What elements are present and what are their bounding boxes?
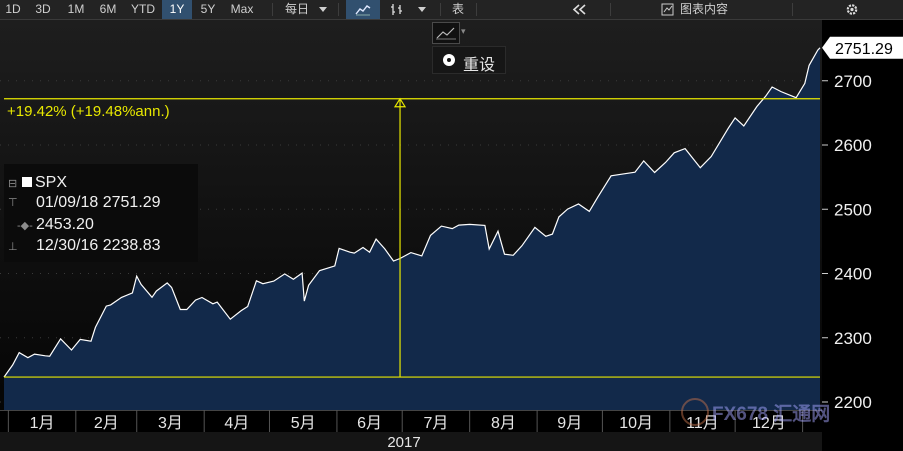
collapse-icon[interactable]: ⊟: [8, 178, 18, 190]
chart-type-caret-icon[interactable]: ▾: [461, 26, 466, 36]
frequency-select[interactable]: 每日: [284, 2, 309, 16]
gear-icon[interactable]: [842, 0, 862, 19]
x-tick-label: 6月: [357, 415, 382, 432]
chart-content-button[interactable]: 图表内容: [680, 2, 729, 16]
year-strip: [0, 432, 822, 451]
y-tick-label: 2500: [834, 200, 872, 219]
double-chevron-left-icon[interactable]: [556, 0, 602, 19]
price-area: [4, 47, 820, 411]
toolbar-divider: [792, 3, 793, 16]
table-button[interactable]: 表: [451, 2, 464, 16]
mid-marker-icon: -◆-: [17, 220, 33, 232]
toolbar-divider: [476, 3, 477, 16]
x-tick-label: 2月: [94, 415, 119, 432]
y-tick-label: 2300: [834, 329, 872, 348]
y-tick-label: 2400: [834, 265, 872, 284]
x-tick-label: 7月: [423, 415, 448, 432]
last-price-label: 2751.29: [835, 41, 893, 58]
range-button-5y[interactable]: 5Y: [200, 2, 216, 16]
legend[interactable]: ⊟ SPX ⊤ 01/09/18 2751.29 -◆- 2453.20 ⊥ 1…: [4, 164, 198, 262]
legend-high: 01/09/18 2751.29: [36, 194, 161, 211]
toolbar-divider: [610, 3, 611, 16]
x-tick-label: 12月: [752, 415, 786, 432]
toolbar-divider: [440, 3, 441, 16]
last-price-box: [822, 36, 903, 59]
legend-low: 12/30/16 2238.83: [36, 237, 161, 254]
range-button-1m[interactable]: 1M: [67, 2, 85, 16]
y-axis[interactable]: 2200 2300 2400 2500 2600 2700: [822, 72, 872, 412]
x-tick-label: 9月: [557, 415, 582, 432]
ohlc-bars-icon[interactable]: [386, 0, 408, 19]
toolbar-divider: [272, 3, 273, 16]
reset-label: 重设: [463, 57, 496, 74]
range-button-ytd[interactable]: YTD: [131, 2, 155, 16]
range-button-1d[interactable]: 1D: [5, 2, 21, 16]
frequency-caret-icon[interactable]: [314, 0, 332, 19]
x-tick-label: 5月: [291, 415, 316, 432]
y-tick-label: 2200: [834, 393, 872, 412]
chart-type-selector[interactable]: [432, 22, 460, 44]
low-marker-icon: ⊥: [8, 241, 18, 253]
line-chart-icon[interactable]: [346, 0, 380, 19]
range-button-max[interactable]: Max: [230, 2, 254, 16]
toolbar-divider: [338, 3, 339, 16]
annotation-arrow-icon: [393, 97, 407, 108]
legend-ticker: SPX: [22, 174, 67, 192]
radio-icon: [443, 54, 455, 66]
change-annotation: [4, 97, 820, 378]
toolbar: 1D 3D 1M 6M YTD 1Y 5Y Max 每日 表 图表内容: [0, 0, 903, 20]
high-marker-icon: ⊤: [8, 197, 18, 209]
y-tick-label: 2700: [834, 72, 872, 91]
year-label: 2017: [387, 434, 420, 451]
change-annotation-label: +19.42% (+19.48%ann.): [7, 103, 170, 120]
x-tick-label: 10月: [619, 415, 653, 432]
legend-mid: 2453.20: [36, 216, 94, 233]
y-tick-label: 2600: [834, 136, 872, 155]
range-button-1y[interactable]: 1Y: [162, 0, 192, 19]
watermark-text: FX678 汇通网: [712, 403, 830, 425]
watermark: FX678 汇通网: [681, 398, 830, 426]
x-tick-label: 1月: [30, 415, 55, 432]
last-price-marker: 2751.29: [822, 36, 903, 59]
y-axis-panel: [822, 20, 903, 410]
x-tick-label: 8月: [491, 415, 516, 432]
x-tick-label: 3月: [158, 415, 183, 432]
watermark-logo-icon: [681, 398, 709, 426]
chart-content-icon: [660, 0, 676, 19]
range-button-3d[interactable]: 3D: [35, 2, 51, 16]
chart-type-caret-icon[interactable]: [412, 0, 432, 19]
reset-button[interactable]: 重设: [432, 46, 506, 74]
range-button-6m[interactable]: 6M: [99, 2, 117, 16]
x-tick-label: 4月: [224, 415, 249, 432]
price-line: [3, 47, 821, 378]
series-swatch-icon: [22, 177, 32, 187]
